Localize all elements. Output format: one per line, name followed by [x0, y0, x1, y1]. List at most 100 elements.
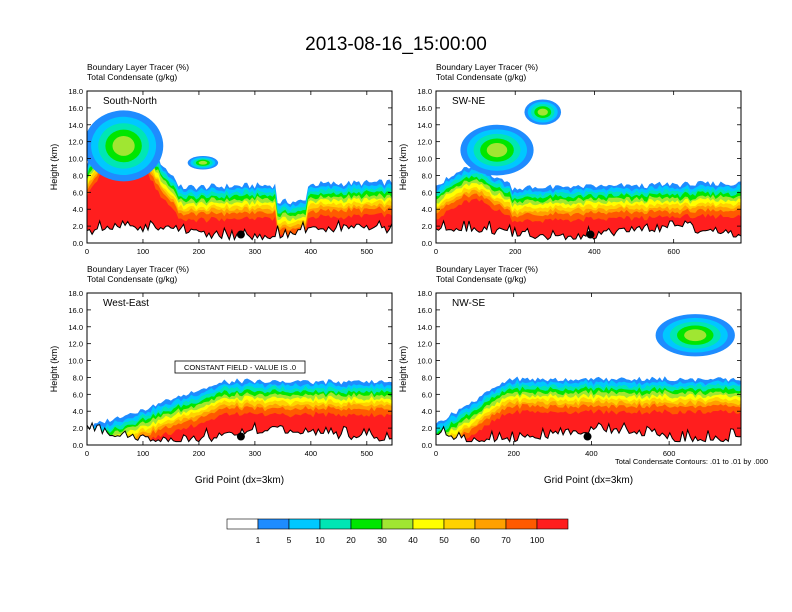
panel-south-north: 0.0 2.0 4.0 6.0 8.0 10.0 12.0 14.0 16.0 18.0 0 100 2… — [49, 62, 393, 256]
colorbar-swatch-5 — [381, 518, 414, 530]
constant-field-note: CONSTANT FIELD - VALUE IS .0 — [184, 363, 296, 372]
x-tick-label: 200 — [509, 247, 522, 256]
x-tick-label: 0 — [434, 247, 438, 256]
tracer-field — [87, 378, 392, 445]
colorbar-label: 5 — [287, 535, 292, 545]
constant-field-box — [174, 360, 306, 374]
x-tick-label: 600 — [667, 247, 680, 256]
colorbar-swatch-0 — [226, 518, 259, 530]
location-marker — [586, 230, 595, 239]
colorbar-label: 1 — [256, 535, 261, 545]
x-tick-label: 0 — [85, 449, 89, 458]
y-tick-label: 16.0 — [68, 306, 83, 315]
x-tick-label: 400 — [585, 449, 598, 458]
y-tick-label: 4.0 — [73, 407, 83, 416]
y-tick-label: 2.0 — [73, 222, 83, 231]
colorbar-swatch-8 — [474, 518, 507, 530]
panel-title-line2: Total Condensate (g/kg) — [87, 274, 177, 284]
terrain-line — [436, 219, 741, 241]
panel-title-line2: Total Condensate (g/kg) — [436, 72, 526, 82]
x-tick-label: 200 — [193, 449, 206, 458]
colorbar-swatch-1 — [257, 518, 290, 530]
x-tick-label: 300 — [249, 449, 262, 458]
terrain-fill — [87, 221, 392, 243]
y-tick-label: 2.0 — [73, 424, 83, 433]
colorbar-label: 50 — [439, 535, 449, 545]
panel-west-east: 0.0 2.0 4.0 6.0 8.0 10.0 12.0 14.0 16.0 18.0 0 100 2… — [49, 264, 393, 486]
x-tick-label: 600 — [663, 449, 676, 458]
x-tick-label: 400 — [305, 247, 318, 256]
panels: 0.0 2.0 4.0 6.0 8.0 10.0 12.0 14.0 16.0 18.0 0 100 2… — [49, 62, 742, 486]
y-tick-label: 6.0 — [73, 390, 83, 399]
y-tick-label: 10.0 — [68, 155, 83, 164]
colorbar-label: 10 — [315, 535, 325, 545]
y-axis-label: Height (km) — [398, 144, 408, 191]
y-tick-label: 12.0 — [68, 340, 83, 349]
location-marker — [236, 230, 245, 239]
y-tick-label: 6.0 — [422, 390, 432, 399]
x-tick-label: 200 — [193, 247, 206, 256]
panel-title-line2: Total Condensate (g/kg) — [436, 274, 526, 284]
y-tick-label: 18.0 — [417, 87, 432, 96]
y-tick-label: 18.0 — [68, 87, 83, 96]
y-tick-label: 16.0 — [417, 306, 432, 315]
tracer-field — [436, 314, 741, 445]
y-tick-label: 8.0 — [422, 171, 432, 180]
y-tick-label: 6.0 — [73, 188, 83, 197]
y-tick-label: 4.0 — [422, 205, 432, 214]
y-tick-label: 0.0 — [73, 239, 83, 248]
tracer-band-10 — [87, 149, 392, 243]
y-tick-label: 2.0 — [422, 222, 432, 231]
panel-label: SW-NE — [452, 96, 485, 107]
colorbar-label: 60 — [470, 535, 480, 545]
panel-nw-se: 0.0 2.0 4.0 6.0 8.0 10.0 12.0 14.0 16.0 18.0 0 200 4… — [398, 264, 742, 486]
cloud-blob-0-level-5 — [684, 329, 707, 342]
x-tick-label: 400 — [588, 247, 601, 256]
footnote: Total Condensate Contours: .01 to .01 by… — [615, 457, 768, 466]
cloud-blob-0-level-5 — [486, 143, 508, 158]
y-tick-label: 14.0 — [417, 121, 432, 130]
plot-frame — [86, 292, 393, 446]
colorbar-swatch-10 — [536, 518, 569, 530]
x-tick-label: 0 — [85, 247, 89, 256]
panel-title-line1: Boundary Layer Tracer (%) — [87, 62, 189, 72]
tracer-field — [87, 110, 392, 243]
y-tick-label: 12.0 — [68, 138, 83, 147]
cloud-blob-0-level-5 — [112, 135, 135, 156]
y-tick-label: 14.0 — [68, 121, 83, 130]
location-marker — [583, 432, 592, 441]
y-tick-label: 8.0 — [73, 373, 83, 382]
y-tick-label: 6.0 — [422, 188, 432, 197]
panel-label: NW-SE — [452, 298, 485, 309]
colorbar-swatch-9 — [505, 518, 538, 530]
panel-label: West-East — [103, 298, 149, 309]
y-tick-label: 8.0 — [73, 171, 83, 180]
figure-title: 2013-08-16_15:00:00 — [305, 34, 487, 55]
panel-label: South-North — [103, 96, 157, 107]
panel-title-line1: Boundary Layer Tracer (%) — [436, 62, 538, 72]
terrain-fill — [87, 423, 392, 445]
y-tick-label: 0.0 — [73, 441, 83, 450]
plot-frame — [435, 90, 742, 244]
colorbar-swatch-2 — [288, 518, 321, 530]
y-tick-label: 4.0 — [422, 407, 432, 416]
x-tick-label: 0 — [434, 449, 438, 458]
colorbar: 1 5 10 20 30 40 50 60 70 100 — [226, 518, 569, 545]
y-tick-label: 10.0 — [417, 357, 432, 366]
colorbar-swatch-7 — [443, 518, 476, 530]
x-tick-label: 400 — [305, 449, 318, 458]
colorbar-swatch-4 — [350, 518, 383, 530]
y-tick-label: 14.0 — [417, 323, 432, 332]
colorbar-label: 40 — [408, 535, 418, 545]
colorbar-swatch-3 — [319, 518, 352, 530]
y-tick-label: 14.0 — [68, 323, 83, 332]
y-tick-label: 18.0 — [417, 289, 432, 298]
y-tick-label: 0.0 — [422, 441, 432, 450]
x-axis-label: Grid Point (dx=3km) — [544, 475, 633, 486]
location-marker — [236, 432, 245, 441]
colorbar-label: 70 — [501, 535, 511, 545]
y-tick-label: 10.0 — [68, 357, 83, 366]
y-axis-label: Height (km) — [398, 346, 408, 393]
panel-title-line1: Boundary Layer Tracer (%) — [87, 264, 189, 274]
